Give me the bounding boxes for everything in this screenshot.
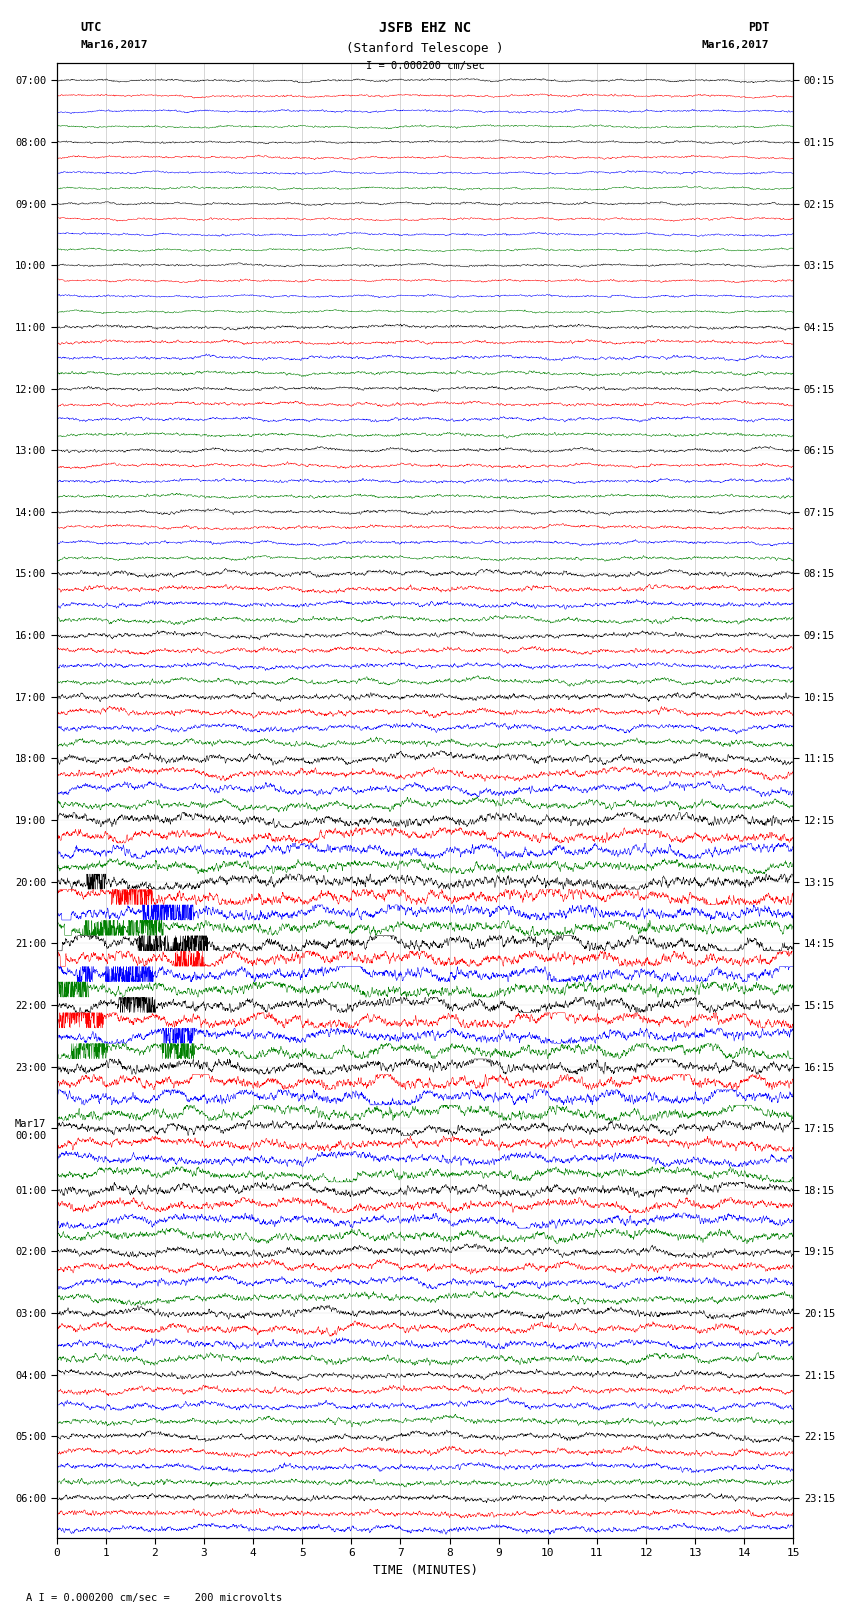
Text: JSFB EHZ NC: JSFB EHZ NC	[379, 21, 471, 35]
Text: A I = 0.000200 cm/sec =    200 microvolts: A I = 0.000200 cm/sec = 200 microvolts	[26, 1594, 281, 1603]
Text: UTC: UTC	[81, 21, 102, 34]
Text: I = 0.000200 cm/sec: I = 0.000200 cm/sec	[366, 61, 484, 71]
Text: (Stanford Telescope ): (Stanford Telescope )	[346, 42, 504, 55]
Text: Mar16,2017: Mar16,2017	[702, 40, 769, 50]
X-axis label: TIME (MINUTES): TIME (MINUTES)	[372, 1565, 478, 1578]
Text: PDT: PDT	[748, 21, 769, 34]
Text: Mar16,2017: Mar16,2017	[81, 40, 148, 50]
